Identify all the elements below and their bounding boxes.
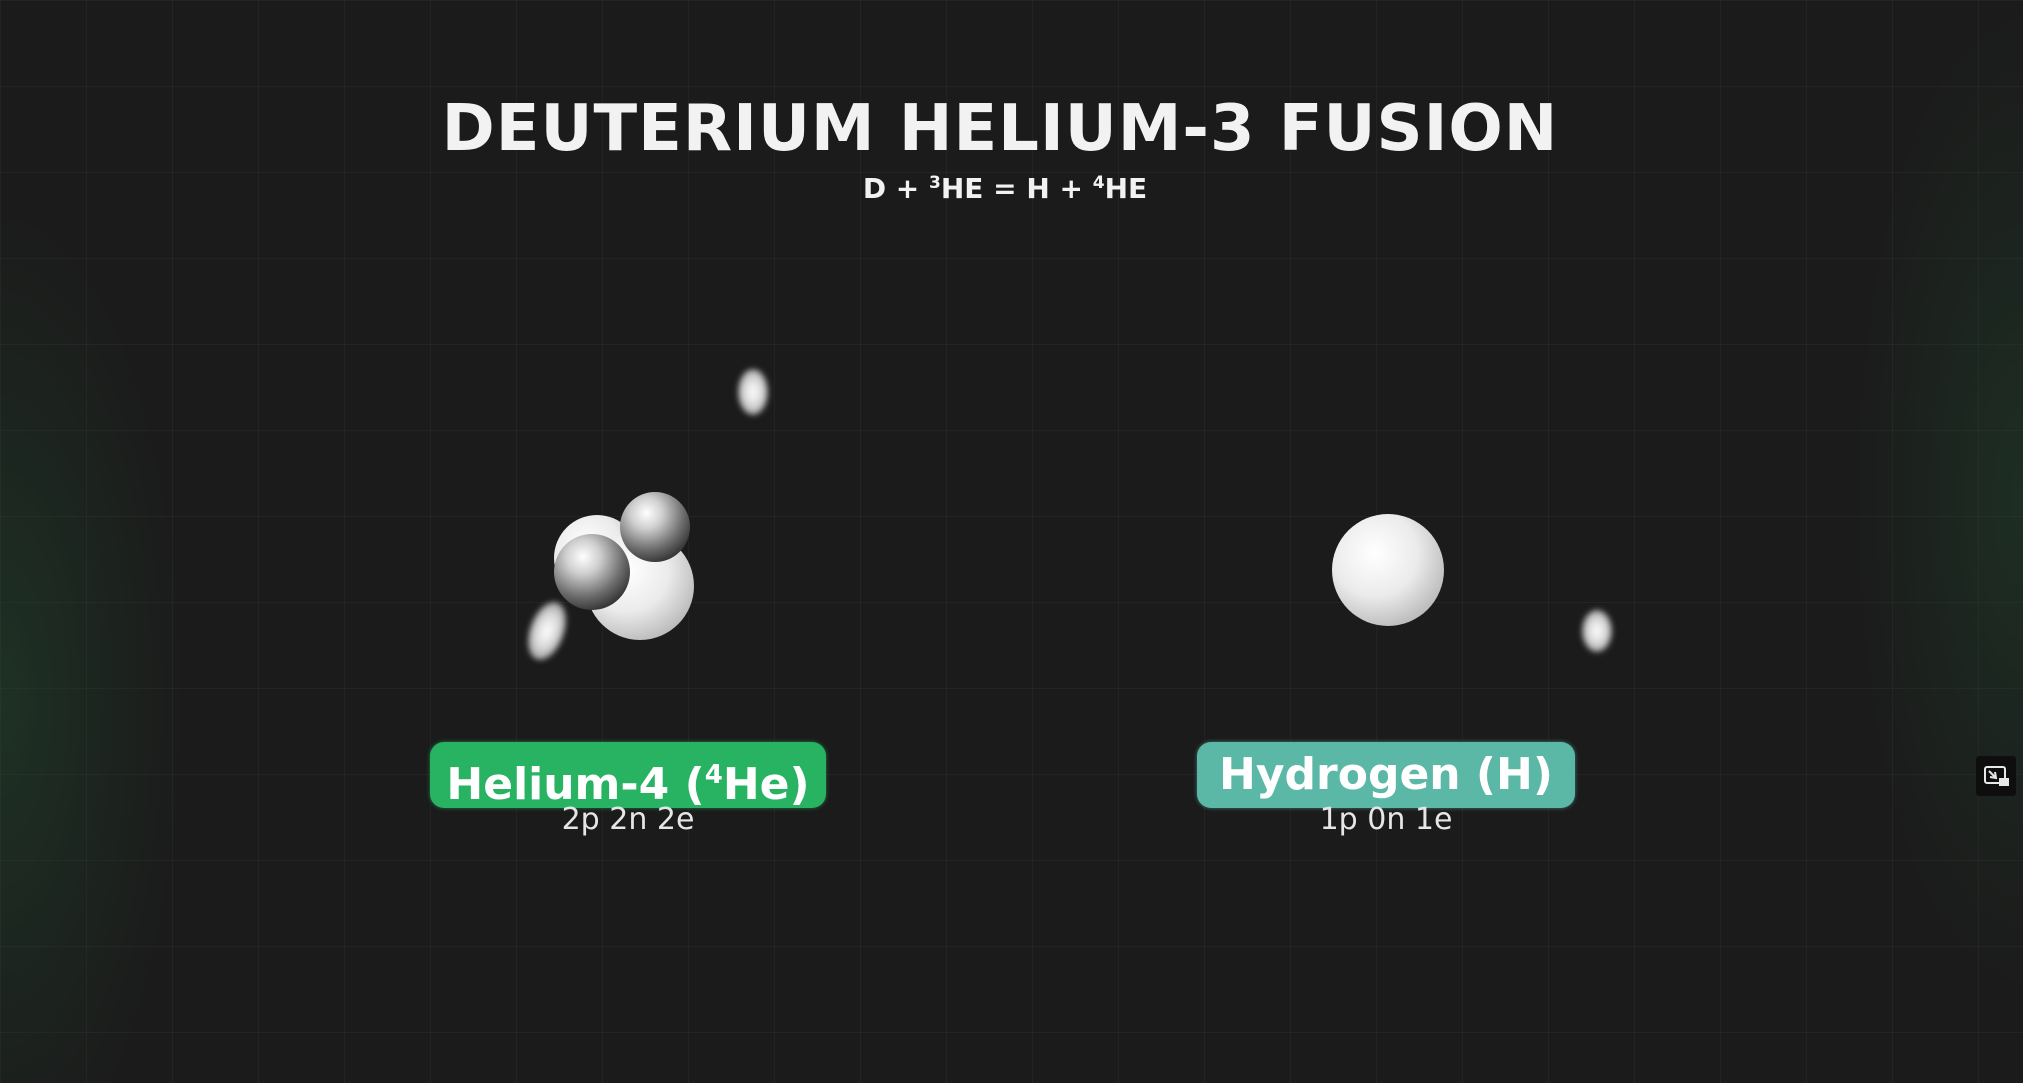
neutron-particle	[620, 492, 690, 562]
helium-4-nucleus	[554, 492, 694, 640]
hydrogen-composition: 1p 0n 1e	[1319, 802, 1453, 837]
hydrogen-nucleus	[1332, 514, 1444, 626]
picture-in-picture-icon	[1984, 766, 2009, 786]
fusion-equation: D + 3HE = H + 4HE	[862, 172, 1148, 205]
electron-particle	[1582, 610, 1612, 652]
electron-particle	[528, 602, 566, 660]
diagram-title: DEUTERIUM HELIUM-3 FUSION	[441, 92, 1559, 166]
helium-4-composition: 2p 2n 2e	[561, 802, 695, 837]
picture-in-picture-button[interactable]	[1976, 756, 2016, 796]
helium-4-label: Helium-4 (4He)	[430, 742, 826, 810]
hydrogen-label: Hydrogen (H)	[1197, 742, 1575, 808]
neutron-particle	[554, 534, 630, 610]
electron-particle	[738, 369, 768, 415]
